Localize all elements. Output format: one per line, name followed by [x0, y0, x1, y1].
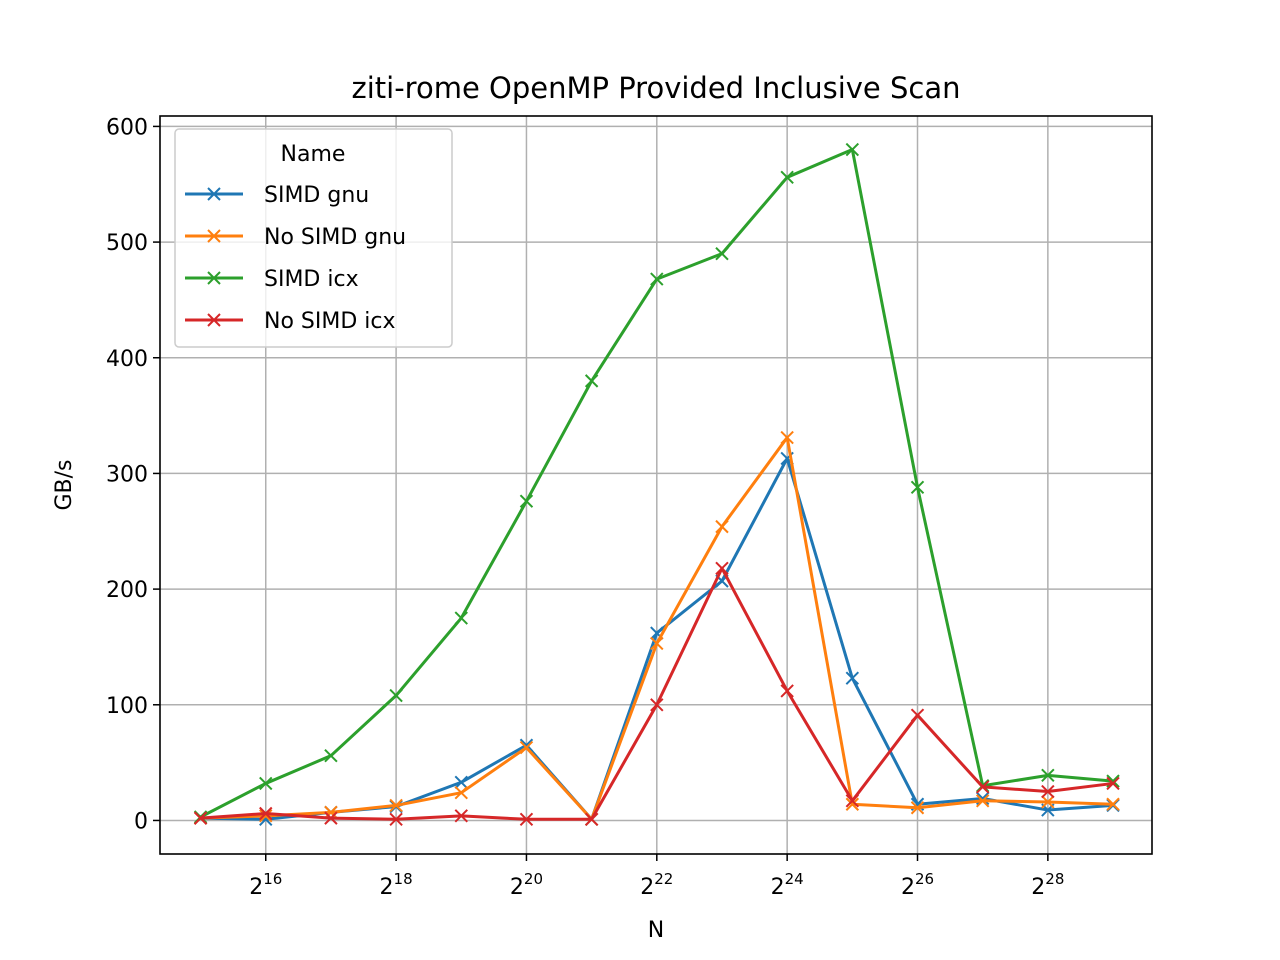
data-point-marker	[584, 374, 599, 388]
plot-area: 216 218 220 222 224 226 228 0 100 200 300 400 500 600	[106, 115, 1153, 900]
y-tick-label: 600	[106, 115, 148, 140]
x-tick-label: 224	[771, 870, 804, 900]
data-point-marker	[910, 708, 925, 722]
data-point-marker	[324, 748, 338, 763]
y-tick-label: 300	[106, 462, 148, 487]
data-point-marker	[910, 480, 925, 495]
data-point-marker	[715, 561, 729, 575]
data-point-marker	[780, 684, 794, 698]
data-point-marker	[845, 794, 860, 808]
data-point-marker	[584, 812, 599, 827]
data-point-marker	[1041, 795, 1055, 809]
legend-marker	[207, 313, 221, 327]
data-point-marker	[193, 811, 208, 825]
data-point-marker	[389, 688, 403, 703]
data-point-marker	[650, 272, 664, 286]
legend-marker	[207, 271, 221, 285]
y-tick-label: 500	[106, 231, 148, 256]
data-point-marker	[519, 494, 534, 508]
data-point-marker	[454, 611, 468, 625]
y-tick-label: 100	[106, 694, 148, 719]
legend-label: No SIMD icx	[264, 309, 396, 334]
x-tick-label: 216	[249, 870, 282, 900]
x-tick-label: 220	[510, 870, 543, 900]
data-point-marker	[845, 671, 860, 685]
y-axis-label: GB/s	[52, 459, 77, 510]
data-point-marker	[389, 812, 403, 827]
legend-marker	[207, 187, 221, 201]
legend-label: SIMD icx	[264, 267, 359, 292]
data-point-marker	[259, 806, 273, 821]
data-point-marker	[715, 519, 729, 534]
x-tick-label: 226	[901, 870, 934, 900]
x-tick-label: 218	[380, 870, 413, 900]
data-point-marker	[715, 246, 729, 261]
data-point-marker	[780, 170, 794, 185]
data-point-marker	[259, 776, 273, 791]
legend-label: No SIMD gnu	[264, 225, 406, 250]
y-tick-label: 400	[106, 347, 148, 372]
data-point-marker	[389, 798, 403, 813]
legend-label: SIMD gnu	[264, 183, 369, 208]
data-point-marker	[650, 636, 664, 651]
data-point-marker	[324, 811, 338, 825]
x-tick-label: 222	[640, 870, 673, 900]
y-tick-label: 0	[134, 809, 148, 834]
data-point-marker	[845, 142, 860, 157]
data-point-marker	[454, 775, 468, 789]
data-point-marker	[910, 801, 925, 815]
data-point-marker	[519, 740, 534, 755]
data-point-marker	[845, 797, 860, 811]
data-point-marker	[1106, 797, 1120, 811]
data-point-marker	[975, 794, 990, 808]
x-axis-label: N	[648, 918, 664, 943]
y-tick-label: 200	[106, 578, 148, 603]
legend-marker	[207, 229, 221, 243]
data-point-marker	[780, 430, 794, 445]
data-point-marker	[519, 812, 534, 827]
plot-frame	[159, 115, 1153, 855]
data-point-marker	[259, 809, 273, 823]
legend-box	[174, 128, 453, 348]
data-point-marker	[975, 780, 990, 794]
data-point-marker	[650, 698, 664, 712]
legend-title: Name	[281, 142, 346, 167]
data-point-marker	[1106, 776, 1120, 791]
data-point-marker	[454, 809, 468, 823]
legend: Name SIMD gnu No SIMD gnu SIMD icx No SIMD …	[174, 128, 453, 348]
x-tick-label: 228	[1031, 870, 1064, 900]
data-point-marker	[1041, 784, 1055, 799]
data-point-marker	[454, 785, 468, 800]
chart-title: ziti-rome OpenMP Provided Inclusive Scan	[352, 71, 961, 105]
data-point-marker	[1041, 768, 1055, 783]
